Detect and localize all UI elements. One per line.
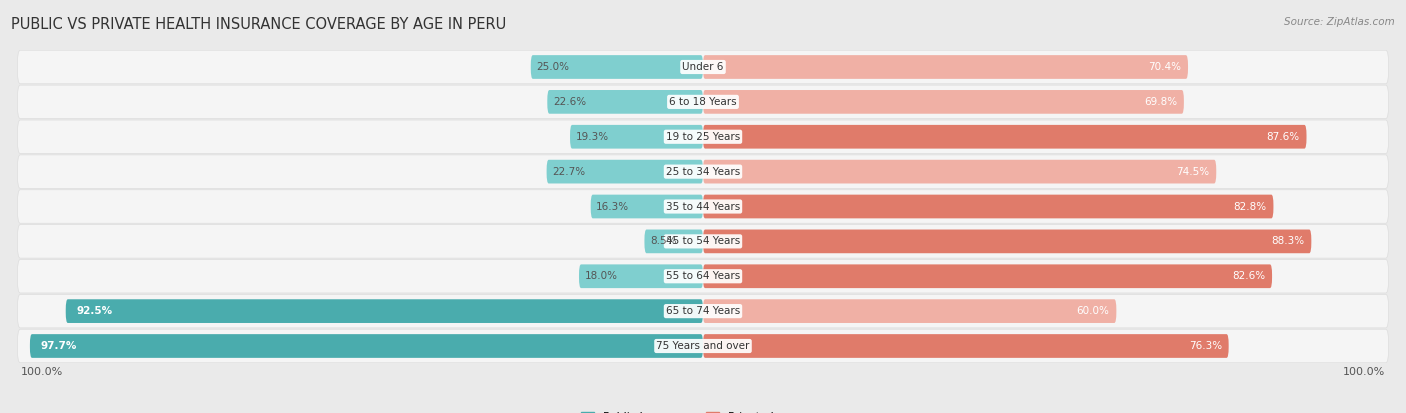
Text: 35 to 44 Years: 35 to 44 Years [666,202,740,211]
Text: 100.0%: 100.0% [21,367,63,377]
FancyBboxPatch shape [703,90,1184,114]
FancyBboxPatch shape [17,155,1389,188]
Text: 74.5%: 74.5% [1177,166,1209,177]
Text: 25.0%: 25.0% [536,62,569,72]
Text: 100.0%: 100.0% [1343,367,1385,377]
FancyBboxPatch shape [703,264,1272,288]
Text: 65 to 74 Years: 65 to 74 Years [666,306,740,316]
Text: Source: ZipAtlas.com: Source: ZipAtlas.com [1284,17,1395,26]
Text: 16.3%: 16.3% [596,202,630,211]
FancyBboxPatch shape [547,90,703,114]
FancyBboxPatch shape [17,85,1389,119]
FancyBboxPatch shape [30,334,703,358]
Text: 82.8%: 82.8% [1233,202,1267,211]
Text: 76.3%: 76.3% [1188,341,1222,351]
FancyBboxPatch shape [703,299,1116,323]
FancyBboxPatch shape [703,334,1229,358]
FancyBboxPatch shape [531,55,703,79]
FancyBboxPatch shape [17,294,1389,328]
Text: 22.6%: 22.6% [553,97,586,107]
FancyBboxPatch shape [569,125,703,149]
FancyBboxPatch shape [17,120,1389,154]
Text: 70.4%: 70.4% [1149,62,1181,72]
Text: Under 6: Under 6 [682,62,724,72]
FancyBboxPatch shape [703,195,1274,218]
Text: 55 to 64 Years: 55 to 64 Years [666,271,740,281]
FancyBboxPatch shape [17,190,1389,223]
Text: 69.8%: 69.8% [1144,97,1177,107]
Text: 6 to 18 Years: 6 to 18 Years [669,97,737,107]
FancyBboxPatch shape [579,264,703,288]
FancyBboxPatch shape [17,259,1389,293]
FancyBboxPatch shape [703,55,1188,79]
Text: 60.0%: 60.0% [1077,306,1109,316]
FancyBboxPatch shape [644,230,703,253]
Text: 88.3%: 88.3% [1271,236,1305,247]
Text: 25 to 34 Years: 25 to 34 Years [666,166,740,177]
FancyBboxPatch shape [66,299,703,323]
Text: 82.6%: 82.6% [1232,271,1265,281]
FancyBboxPatch shape [703,125,1306,149]
Text: 87.6%: 87.6% [1267,132,1299,142]
FancyBboxPatch shape [703,230,1312,253]
Text: 22.7%: 22.7% [553,166,585,177]
FancyBboxPatch shape [17,50,1389,84]
FancyBboxPatch shape [547,160,703,183]
Legend: Public Insurance, Private Insurance: Public Insurance, Private Insurance [576,408,830,413]
Text: PUBLIC VS PRIVATE HEALTH INSURANCE COVERAGE BY AGE IN PERU: PUBLIC VS PRIVATE HEALTH INSURANCE COVER… [11,17,506,31]
Text: 75 Years and over: 75 Years and over [657,341,749,351]
Text: 8.5%: 8.5% [650,236,676,247]
Text: 92.5%: 92.5% [76,306,112,316]
Text: 97.7%: 97.7% [41,341,76,351]
Text: 18.0%: 18.0% [585,271,617,281]
Text: 19.3%: 19.3% [575,132,609,142]
Text: 45 to 54 Years: 45 to 54 Years [666,236,740,247]
Text: 19 to 25 Years: 19 to 25 Years [666,132,740,142]
FancyBboxPatch shape [17,329,1389,363]
FancyBboxPatch shape [17,225,1389,258]
FancyBboxPatch shape [591,195,703,218]
FancyBboxPatch shape [703,160,1216,183]
